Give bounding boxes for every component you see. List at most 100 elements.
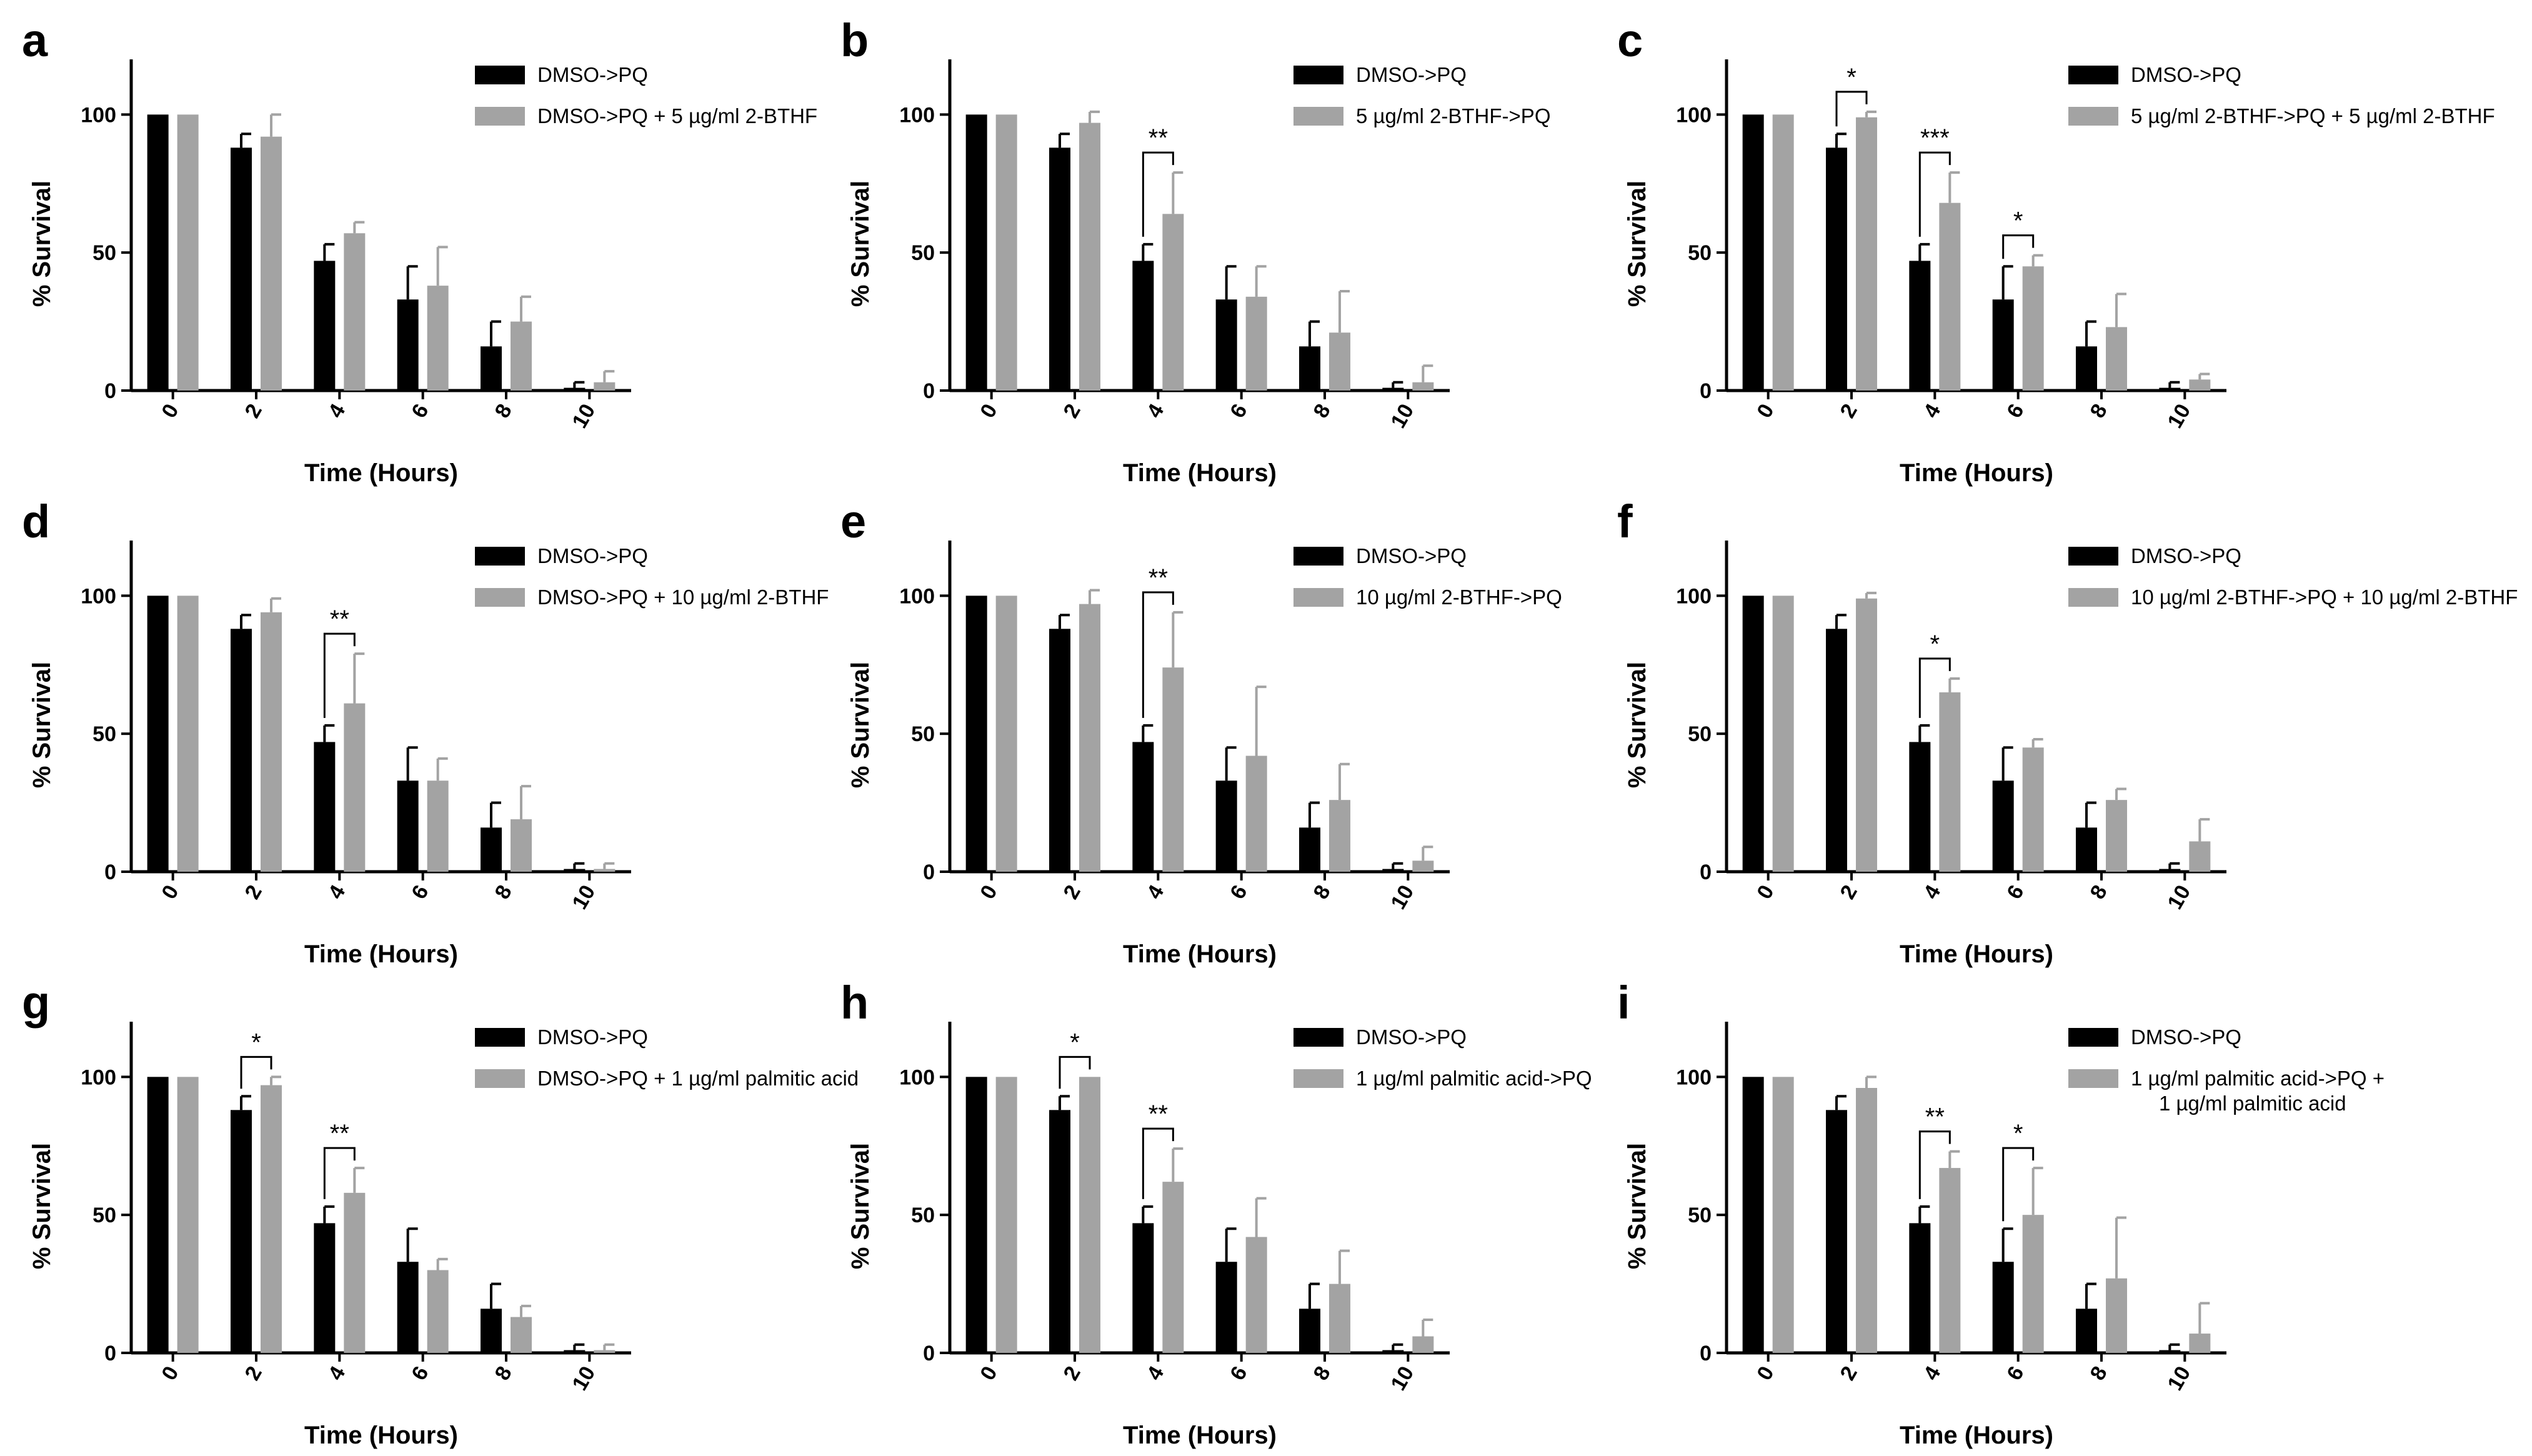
bar-series-2 [1772, 596, 1794, 872]
legend-swatch-2 [2068, 1069, 2118, 1088]
legend-label-1: DMSO->PQ [2131, 1025, 2241, 1049]
legend-swatch-2 [475, 1069, 525, 1088]
bar-series-2 [344, 703, 366, 872]
x-tick-label: 4 [1142, 1362, 1169, 1384]
y-axis-label: % Survival [847, 181, 874, 307]
y-tick-label: 100 [81, 584, 116, 608]
y-tick-label: 100 [1676, 584, 1712, 608]
y-axis-label: % Survival [1623, 662, 1651, 788]
bar-series-2 [2106, 327, 2127, 391]
legend-swatch-1 [475, 547, 525, 566]
x-axis-label: Time (Hours) [304, 940, 458, 968]
bar-series-1 [564, 387, 586, 391]
legend: DMSO->PQ 10 µg/ml 2-BTHF->PQ + 10 µg/ml 2… [2068, 544, 2518, 609]
x-tick-label: 10 [1386, 400, 1418, 432]
bar-series-2 [1856, 598, 1877, 872]
y-tick-label: 50 [911, 241, 935, 265]
y-tick-label: 0 [923, 860, 935, 884]
bar-series-1 [314, 1223, 336, 1353]
panel-letter: g [22, 977, 50, 1029]
x-tick-label: 10 [2163, 1362, 2195, 1395]
significance-bracket [1918, 151, 1951, 237]
legend-swatch-2 [475, 107, 525, 126]
bar-series-1 [1132, 1223, 1154, 1353]
x-tick-label: 4 [1919, 881, 1945, 903]
bar-series-2 [1079, 604, 1100, 872]
bar-series-1 [397, 780, 419, 872]
bar-series-1 [1049, 629, 1070, 872]
bar-series-1 [147, 114, 169, 391]
x-tick-label: 0 [975, 1362, 1002, 1384]
legend: DMSO->PQ DMSO->PQ + 1 µg/ml palmitic acid [475, 1025, 859, 1090]
bar-series-2 [1856, 117, 1877, 391]
bar-series-2 [1329, 1284, 1350, 1353]
bar-series-2 [2022, 747, 2044, 872]
y-tick-label: 50 [911, 1204, 935, 1227]
bar-series-2 [1245, 755, 1267, 872]
legend-swatch-1 [1293, 547, 1343, 566]
significance-bracket [1142, 1127, 1174, 1199]
bar-series-1 [1049, 1110, 1070, 1353]
bar-series-2 [1329, 800, 1350, 872]
significance-label: * [1930, 631, 1940, 658]
bar-series-2 [1162, 667, 1184, 872]
bar-series-2 [177, 114, 199, 391]
y-tick-label: 100 [1676, 103, 1712, 127]
significance-bracket [2002, 1147, 2035, 1222]
significance-bracket [1142, 151, 1174, 237]
x-tick-label: 8 [491, 1362, 517, 1384]
x-tick-label: 6 [2002, 881, 2028, 903]
bar-series-1 [1299, 346, 1320, 391]
y-tick-label: 100 [1676, 1065, 1712, 1089]
x-tick-label: 6 [1225, 1362, 1252, 1384]
x-tick-label: 4 [1142, 400, 1169, 422]
x-tick-label: 10 [2163, 400, 2195, 432]
bar-series-2 [344, 233, 366, 391]
legend-swatch-1 [1293, 1028, 1343, 1047]
significance-label: ** [330, 606, 349, 633]
bar-series-1 [1299, 827, 1320, 872]
bar-series-1 [2076, 346, 2097, 391]
panel-a: a 0 50 100 % Survival Time (Hours) 0 2 4 6 8 10 DMSO… [22, 14, 817, 487]
y-tick-label: 50 [92, 722, 116, 746]
legend: DMSO->PQ DMSO->PQ + 10 µg/ml 2-BTHF [475, 544, 829, 609]
bar-series-2 [344, 1192, 366, 1353]
y-axis-label: % Survival [28, 662, 56, 788]
bar-series-2 [2106, 1278, 2127, 1353]
bar-series-1 [2159, 869, 2181, 872]
bar-series-1 [481, 346, 502, 391]
bar-series-1 [965, 596, 987, 872]
y-tick-label: 100 [81, 103, 116, 127]
x-tick-label: 8 [491, 400, 517, 422]
bar-series-2 [427, 1270, 449, 1353]
x-tick-label: 8 [491, 881, 517, 903]
x-tick-label: 6 [1225, 400, 1252, 422]
y-tick-label: 100 [899, 103, 935, 127]
bar-series-1 [1742, 114, 1764, 391]
x-tick-label: 8 [2086, 400, 2112, 422]
y-tick-label: 0 [923, 1342, 935, 1365]
x-axis-label: Time (Hours) [1900, 940, 2053, 968]
bar-series-1 [1742, 596, 1764, 872]
y-axis-label: % Survival [847, 1143, 874, 1269]
legend: DMSO->PQ 1 µg/ml palmitic acid->PQ [1293, 1025, 1592, 1090]
significance-label: * [2013, 207, 2023, 235]
panel-f: f 0 50 100 % Survival Time (Hours) 0 2 4 6 8 10 * DMS… [1617, 496, 2518, 968]
y-tick-label: 0 [923, 379, 935, 403]
legend-label-1: DMSO->PQ [537, 63, 648, 86]
panel-e: e 0 50 100 % Survival Time (Hours) 0 2 4 6 8 10 ** DM… [840, 496, 1562, 968]
bar-series-2 [1412, 1336, 1434, 1353]
bar-series-1 [481, 1309, 502, 1353]
legend-label-1: DMSO->PQ [537, 1025, 648, 1049]
bar-series-1 [2076, 1309, 2097, 1353]
bar-series-2 [511, 819, 532, 872]
panel-letter: f [1617, 496, 1633, 547]
legend: DMSO->PQ 5 µg/ml 2-BTHF->PQ + 5 µg/ml 2-B… [2068, 63, 2495, 127]
bar-series-2 [995, 114, 1017, 391]
bar-series-2 [1079, 1077, 1100, 1353]
significance-bracket [1918, 657, 1951, 718]
bar-series-1 [1299, 1309, 1320, 1353]
x-tick-label: 4 [1919, 400, 1945, 422]
